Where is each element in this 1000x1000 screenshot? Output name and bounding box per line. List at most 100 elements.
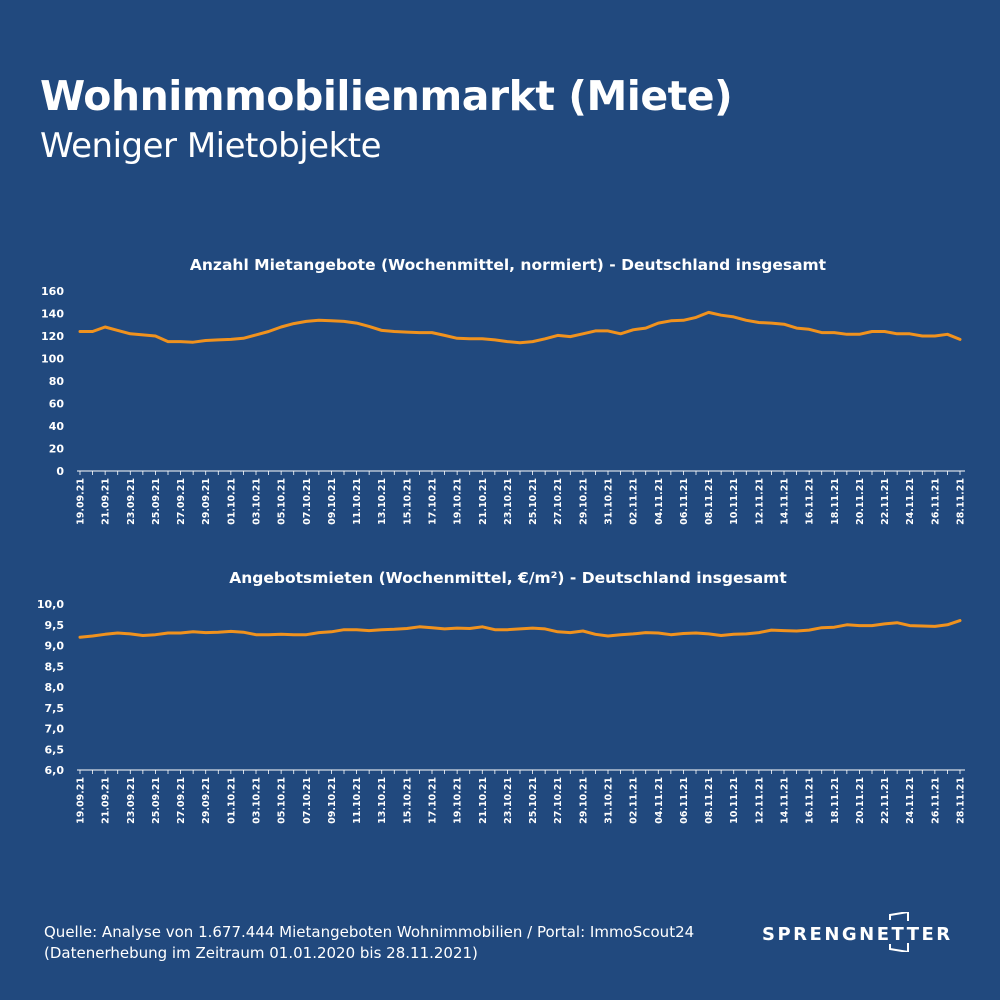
x-tick-label: 25.09.21 [151,777,162,824]
x-tick-label: 22.11.21 [880,777,891,824]
x-tick-label: 11.10.21 [352,777,363,824]
x-tick-label: 10.11.21 [729,478,740,525]
x-tick-label: 29.10.21 [578,478,589,525]
x-tick-label: 21.10.21 [478,478,489,525]
logo-text: SPRENGNETTER [762,924,953,945]
x-tick-label: 08.11.21 [704,478,715,525]
y-tick-label: 9,0 [45,640,65,653]
x-tick-label: 14.11.21 [780,478,791,525]
x-tick-label: 23.09.21 [126,478,137,525]
chart2-title: Angebotsmieten (Wochenmittel, €/m²) - De… [229,569,787,587]
y-tick-label: 40 [49,420,65,433]
x-tick-label: 04.11.21 [654,478,665,525]
x-tick-label: 10.11.21 [729,777,740,824]
y-tick-label: 60 [49,398,65,411]
y-tick-label: 120 [41,330,64,343]
y-tick-label: 20 [49,443,65,456]
y-tick-label: 8,0 [45,681,65,694]
x-tick-label: 23.10.21 [503,777,514,824]
y-tick-label: 140 [41,308,64,321]
x-tick-label: 03.10.21 [252,478,263,525]
y-tick-label: 6,5 [45,743,65,756]
x-tick-label: 08.11.21 [704,777,715,824]
x-tick-label: 09.10.21 [327,777,338,824]
y-tick-label: 9,5 [45,619,65,632]
x-tick-label: 19.09.21 [76,777,87,824]
x-tick-label: 06.11.21 [679,777,690,824]
source-line-1: Quelle: Analyse von 1.677.444 Mietangebo… [44,923,695,941]
source-note: Quelle: Analyse von 1.677.444 Mietangebo… [44,922,694,964]
x-tick-label: 29.09.21 [201,777,212,824]
page-title: Wohnimmobilienmarkt (Miete) [40,72,733,120]
y-tick-label: 80 [49,375,65,388]
x-tick-label: 22.11.21 [880,478,891,525]
x-tick-label: 31.10.21 [604,478,615,525]
x-tick-label: 16.11.21 [805,777,816,824]
logo-bracket-icon [889,912,909,952]
y-tick-label: 0 [56,465,64,478]
x-tick-label: 18.11.21 [830,777,841,824]
x-tick-label: 27.09.21 [176,478,187,525]
x-tick-label: 09.10.21 [327,478,338,525]
x-tick-label: 18.11.21 [830,478,841,525]
x-tick-label: 12.11.21 [754,478,765,525]
y-tick-label: 6,0 [45,764,65,777]
x-tick-label: 02.11.21 [629,777,640,824]
y-tick-label: 8,5 [45,660,65,673]
x-tick-label: 01.10.21 [226,777,237,824]
x-tick-label: 25.10.21 [528,478,539,525]
y-tick-label: 7,0 [45,723,65,736]
x-tick-label: 07.10.21 [302,777,313,824]
x-tick-label: 03.10.21 [252,777,263,824]
x-tick-label: 29.10.21 [578,777,589,824]
x-tick-label: 28.11.21 [956,478,967,525]
x-tick-label: 24.11.21 [905,478,916,525]
x-tick-label: 31.10.21 [604,777,615,824]
x-tick-label: 13.10.21 [377,777,388,824]
x-tick-label: 25.09.21 [151,478,162,525]
x-tick-label: 28.11.21 [956,777,967,824]
x-tick-label: 23.10.21 [503,478,514,525]
x-tick-label: 17.10.21 [428,478,439,525]
x-tick-label: 27.10.21 [553,478,564,525]
x-tick-label: 17.10.21 [428,777,439,824]
y-tick-label: 10,0 [37,598,64,611]
x-tick-label: 14.11.21 [780,777,791,824]
x-tick-label: 26.11.21 [930,478,941,525]
x-tick-label: 01.10.21 [226,478,237,525]
x-tick-label: 21.09.21 [101,478,112,525]
y-tick-label: 160 [41,285,64,298]
x-tick-label: 06.11.21 [679,478,690,525]
x-tick-label: 02.11.21 [629,478,640,525]
x-tick-label: 15.10.21 [402,777,413,824]
x-tick-label: 24.11.21 [905,777,916,824]
x-tick-label: 29.09.21 [201,478,212,525]
chart1-title: Anzahl Mietangebote (Wochenmittel, normi… [190,256,827,274]
x-tick-label: 04.11.21 [654,777,665,824]
x-tick-label: 27.09.21 [176,777,187,824]
source-line-2: (Datenerhebung im Zeitraum 01.01.2020 bi… [44,944,478,962]
x-tick-label: 07.10.21 [302,478,313,525]
x-tick-label: 27.10.21 [553,777,564,824]
x-tick-label: 25.10.21 [528,777,539,824]
y-tick-label: 100 [41,353,64,366]
x-tick-label: 20.11.21 [855,478,866,525]
x-tick-label: 19.09.21 [76,478,87,525]
y-tick-label: 7,5 [45,702,65,715]
x-tick-label: 05.10.21 [277,777,288,824]
x-tick-label: 21.09.21 [101,777,112,824]
x-tick-label: 15.10.21 [402,478,413,525]
x-tick-label: 12.11.21 [754,777,765,824]
x-tick-label: 19.10.21 [453,777,464,824]
x-tick-label: 21.10.21 [478,777,489,824]
chart1-series-line [78,310,962,345]
x-tick-label: 13.10.21 [377,478,388,525]
page-subtitle: Weniger Mietobjekte [40,126,382,166]
x-tick-label: 26.11.21 [930,777,941,824]
sprengnetter-logo: SPRENGNETTER [762,912,952,952]
x-tick-label: 16.11.21 [805,478,816,525]
x-tick-label: 20.11.21 [855,777,866,824]
x-tick-label: 05.10.21 [277,478,288,525]
x-tick-label: 23.09.21 [126,777,137,824]
